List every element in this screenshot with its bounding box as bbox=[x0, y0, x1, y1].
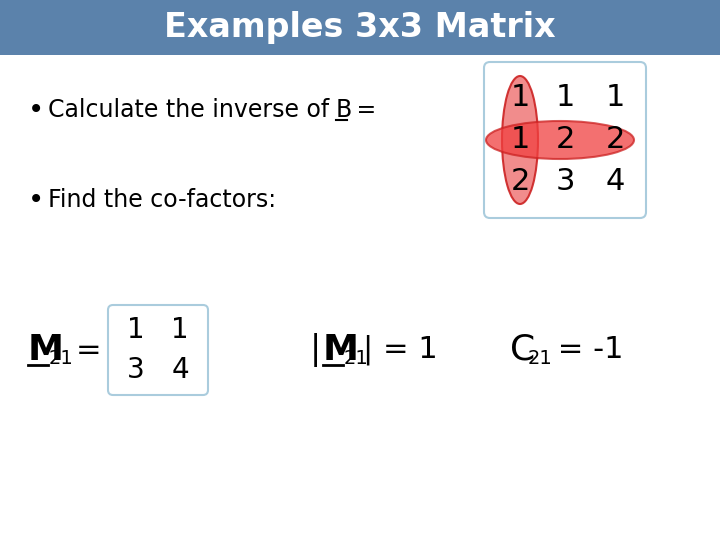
Text: 1: 1 bbox=[171, 316, 189, 344]
Text: 2: 2 bbox=[606, 125, 625, 154]
Text: 1: 1 bbox=[127, 316, 145, 344]
Text: B: B bbox=[336, 98, 352, 122]
Text: M: M bbox=[323, 333, 359, 367]
Text: =: = bbox=[76, 335, 102, 364]
Text: 21: 21 bbox=[344, 349, 369, 368]
Text: 21: 21 bbox=[49, 349, 73, 368]
Ellipse shape bbox=[502, 76, 538, 204]
Text: 1: 1 bbox=[510, 84, 530, 112]
Text: 3: 3 bbox=[555, 167, 575, 197]
Text: 1: 1 bbox=[606, 84, 625, 112]
Text: •: • bbox=[28, 186, 44, 214]
FancyBboxPatch shape bbox=[484, 62, 646, 218]
Text: Examples 3x3 Matrix: Examples 3x3 Matrix bbox=[164, 11, 556, 44]
Text: Find the co-factors:: Find the co-factors: bbox=[48, 188, 276, 212]
Text: = -1: = -1 bbox=[548, 335, 624, 364]
Text: |: | bbox=[310, 333, 321, 367]
Text: 4: 4 bbox=[171, 356, 189, 384]
Text: 1: 1 bbox=[510, 125, 530, 154]
Text: 21: 21 bbox=[528, 349, 553, 368]
Ellipse shape bbox=[486, 121, 634, 159]
Text: | = 1: | = 1 bbox=[363, 335, 438, 365]
FancyBboxPatch shape bbox=[0, 0, 720, 55]
Text: 4: 4 bbox=[606, 167, 625, 197]
Text: 2: 2 bbox=[555, 125, 575, 154]
Text: 3: 3 bbox=[127, 356, 145, 384]
Text: 2: 2 bbox=[510, 167, 530, 197]
FancyBboxPatch shape bbox=[108, 305, 208, 395]
Text: 1: 1 bbox=[555, 84, 575, 112]
Text: M: M bbox=[28, 333, 64, 367]
Text: C: C bbox=[510, 333, 535, 367]
Text: =: = bbox=[349, 98, 377, 122]
Text: •: • bbox=[28, 96, 44, 124]
Text: Calculate the inverse of: Calculate the inverse of bbox=[48, 98, 337, 122]
